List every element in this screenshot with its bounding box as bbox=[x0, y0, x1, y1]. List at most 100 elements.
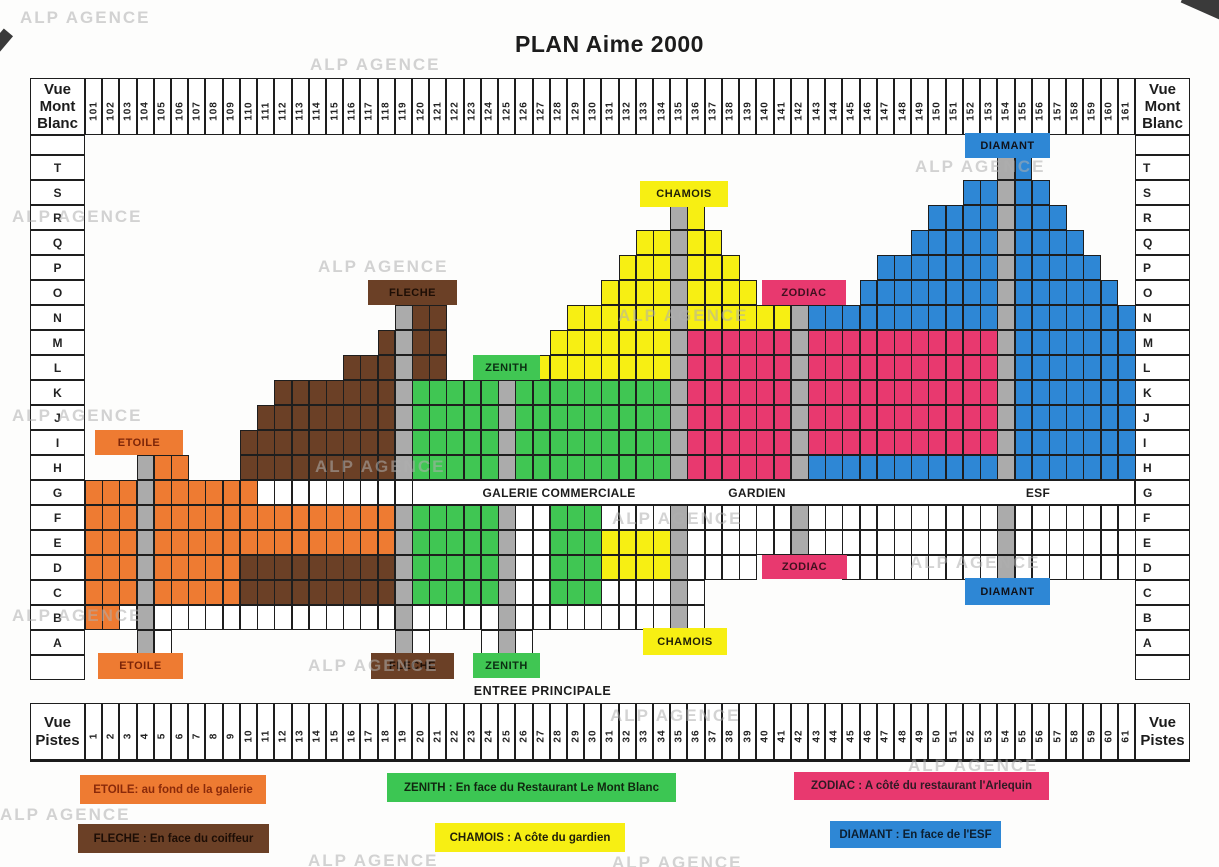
apartment-cell bbox=[1083, 505, 1102, 530]
apartment-cell bbox=[653, 330, 671, 355]
watermark: ALP AGENCE bbox=[612, 853, 743, 867]
apartment-cell bbox=[894, 555, 912, 580]
elevator-shaft-cell bbox=[498, 530, 516, 555]
apartment-cell bbox=[480, 530, 499, 555]
apartment-cell bbox=[205, 505, 224, 530]
apartment-cell bbox=[859, 330, 878, 355]
piste-number-bottom: 48 bbox=[894, 703, 912, 760]
apartment-number-top: 110 bbox=[239, 78, 258, 135]
apartment-cell bbox=[1066, 380, 1084, 405]
apartment-cell bbox=[687, 380, 706, 405]
apartment-cell bbox=[257, 480, 275, 505]
apartment-cell bbox=[291, 480, 310, 505]
apartment-number-top: 122 bbox=[446, 78, 464, 135]
apartment-cell bbox=[1031, 530, 1050, 555]
apartment-cell bbox=[1014, 430, 1033, 455]
apartment-cell bbox=[1031, 330, 1050, 355]
apartment-cell bbox=[549, 455, 568, 480]
apartment-cell bbox=[360, 455, 379, 480]
piste-number-bottom: 26 bbox=[515, 703, 533, 760]
apartment-cell bbox=[721, 530, 740, 555]
apartment-cell bbox=[308, 380, 327, 405]
apartment-cell bbox=[1066, 330, 1084, 355]
apartment-cell bbox=[635, 505, 654, 530]
apartment-number-top: 105 bbox=[153, 78, 172, 135]
apartment-cell bbox=[446, 530, 465, 555]
apartment-cell bbox=[480, 580, 499, 605]
apartment-cell bbox=[308, 555, 327, 580]
apartment-cell bbox=[601, 605, 620, 630]
apartment-cell bbox=[188, 530, 207, 555]
apartment-cell bbox=[1117, 530, 1136, 555]
elevator-shaft-cell bbox=[394, 305, 413, 330]
apartment-cell bbox=[945, 280, 964, 305]
apartment-cell bbox=[653, 380, 671, 405]
elevator-shaft-cell bbox=[997, 180, 1016, 205]
elevator-shaft-cell bbox=[498, 455, 516, 480]
apartment-cell bbox=[119, 605, 138, 630]
apartment-cell bbox=[1048, 330, 1067, 355]
apartment-cell bbox=[876, 530, 895, 555]
apartment-cell bbox=[1100, 380, 1119, 405]
apartment-number-top: 108 bbox=[205, 78, 223, 135]
apartment-cell bbox=[756, 355, 775, 380]
apartment-cell bbox=[687, 580, 706, 605]
apartment-cell bbox=[1117, 455, 1136, 480]
apartment-cell bbox=[756, 380, 775, 405]
apartment-number-top: 141 bbox=[773, 78, 791, 135]
row-letter-right: F bbox=[1135, 505, 1190, 530]
apartment-number-top: 155 bbox=[1014, 78, 1032, 135]
vue-mont-blanc-left: Vue Mont Blanc bbox=[30, 78, 85, 135]
elevator-shaft-cell bbox=[790, 355, 809, 380]
apartment-cell bbox=[429, 305, 448, 330]
elevator-shaft-cell bbox=[136, 530, 155, 555]
apartment-cell bbox=[153, 605, 172, 630]
apartment-cell bbox=[687, 505, 706, 530]
piste-number-bottom: 3 bbox=[119, 703, 137, 760]
apartment-cell bbox=[429, 405, 448, 430]
apartment-cell bbox=[188, 605, 207, 630]
piste-number-bottom: 45 bbox=[842, 703, 860, 760]
apartment-cell bbox=[257, 530, 275, 555]
elevator-shaft-cell bbox=[997, 380, 1016, 405]
apartment-cell bbox=[566, 530, 585, 555]
row-letter-left: G bbox=[30, 480, 85, 505]
row-letter-left: I bbox=[30, 430, 85, 455]
apartment-cell bbox=[1100, 330, 1119, 355]
apartment-number-top: 124 bbox=[480, 78, 499, 135]
apartment-cell bbox=[962, 255, 981, 280]
elevator-shaft-cell bbox=[997, 230, 1016, 255]
apartment-cell bbox=[928, 505, 947, 530]
apartment-cell bbox=[618, 355, 637, 380]
apartment-cell bbox=[566, 305, 585, 330]
apartment-cell bbox=[825, 405, 843, 430]
piste-number-bottom: 39 bbox=[739, 703, 757, 760]
apartment-cell bbox=[962, 330, 981, 355]
piste-number-bottom: 10 bbox=[239, 703, 258, 760]
legend-chamois: CHAMOIS : A côte du gardien bbox=[435, 823, 625, 852]
apartment-cell bbox=[102, 555, 120, 580]
apartment-cell bbox=[635, 580, 654, 605]
piste-number-bottom: 43 bbox=[807, 703, 826, 760]
apartment-cell bbox=[584, 555, 602, 580]
apartment-cell bbox=[859, 355, 878, 380]
apartment-cell bbox=[756, 305, 775, 330]
apartment-cell bbox=[894, 530, 912, 555]
apartment-cell bbox=[653, 230, 671, 255]
apartment-cell bbox=[1100, 280, 1119, 305]
elevator-shaft-cell bbox=[997, 555, 1016, 580]
apartment-cell bbox=[721, 255, 740, 280]
apartment-number-top: 147 bbox=[876, 78, 894, 135]
apartment-cell bbox=[360, 430, 379, 455]
piste-number-bottom: 34 bbox=[653, 703, 671, 760]
apartment-cell bbox=[825, 330, 843, 355]
apartment-cell bbox=[360, 355, 379, 380]
apartment-cell bbox=[980, 505, 998, 530]
apartment-cell bbox=[1031, 380, 1050, 405]
apartment-cell bbox=[343, 605, 361, 630]
elevator-shaft-cell bbox=[670, 505, 689, 530]
apartment-cell bbox=[911, 455, 930, 480]
apartment-cell bbox=[308, 605, 327, 630]
apartment-cell bbox=[394, 480, 413, 505]
